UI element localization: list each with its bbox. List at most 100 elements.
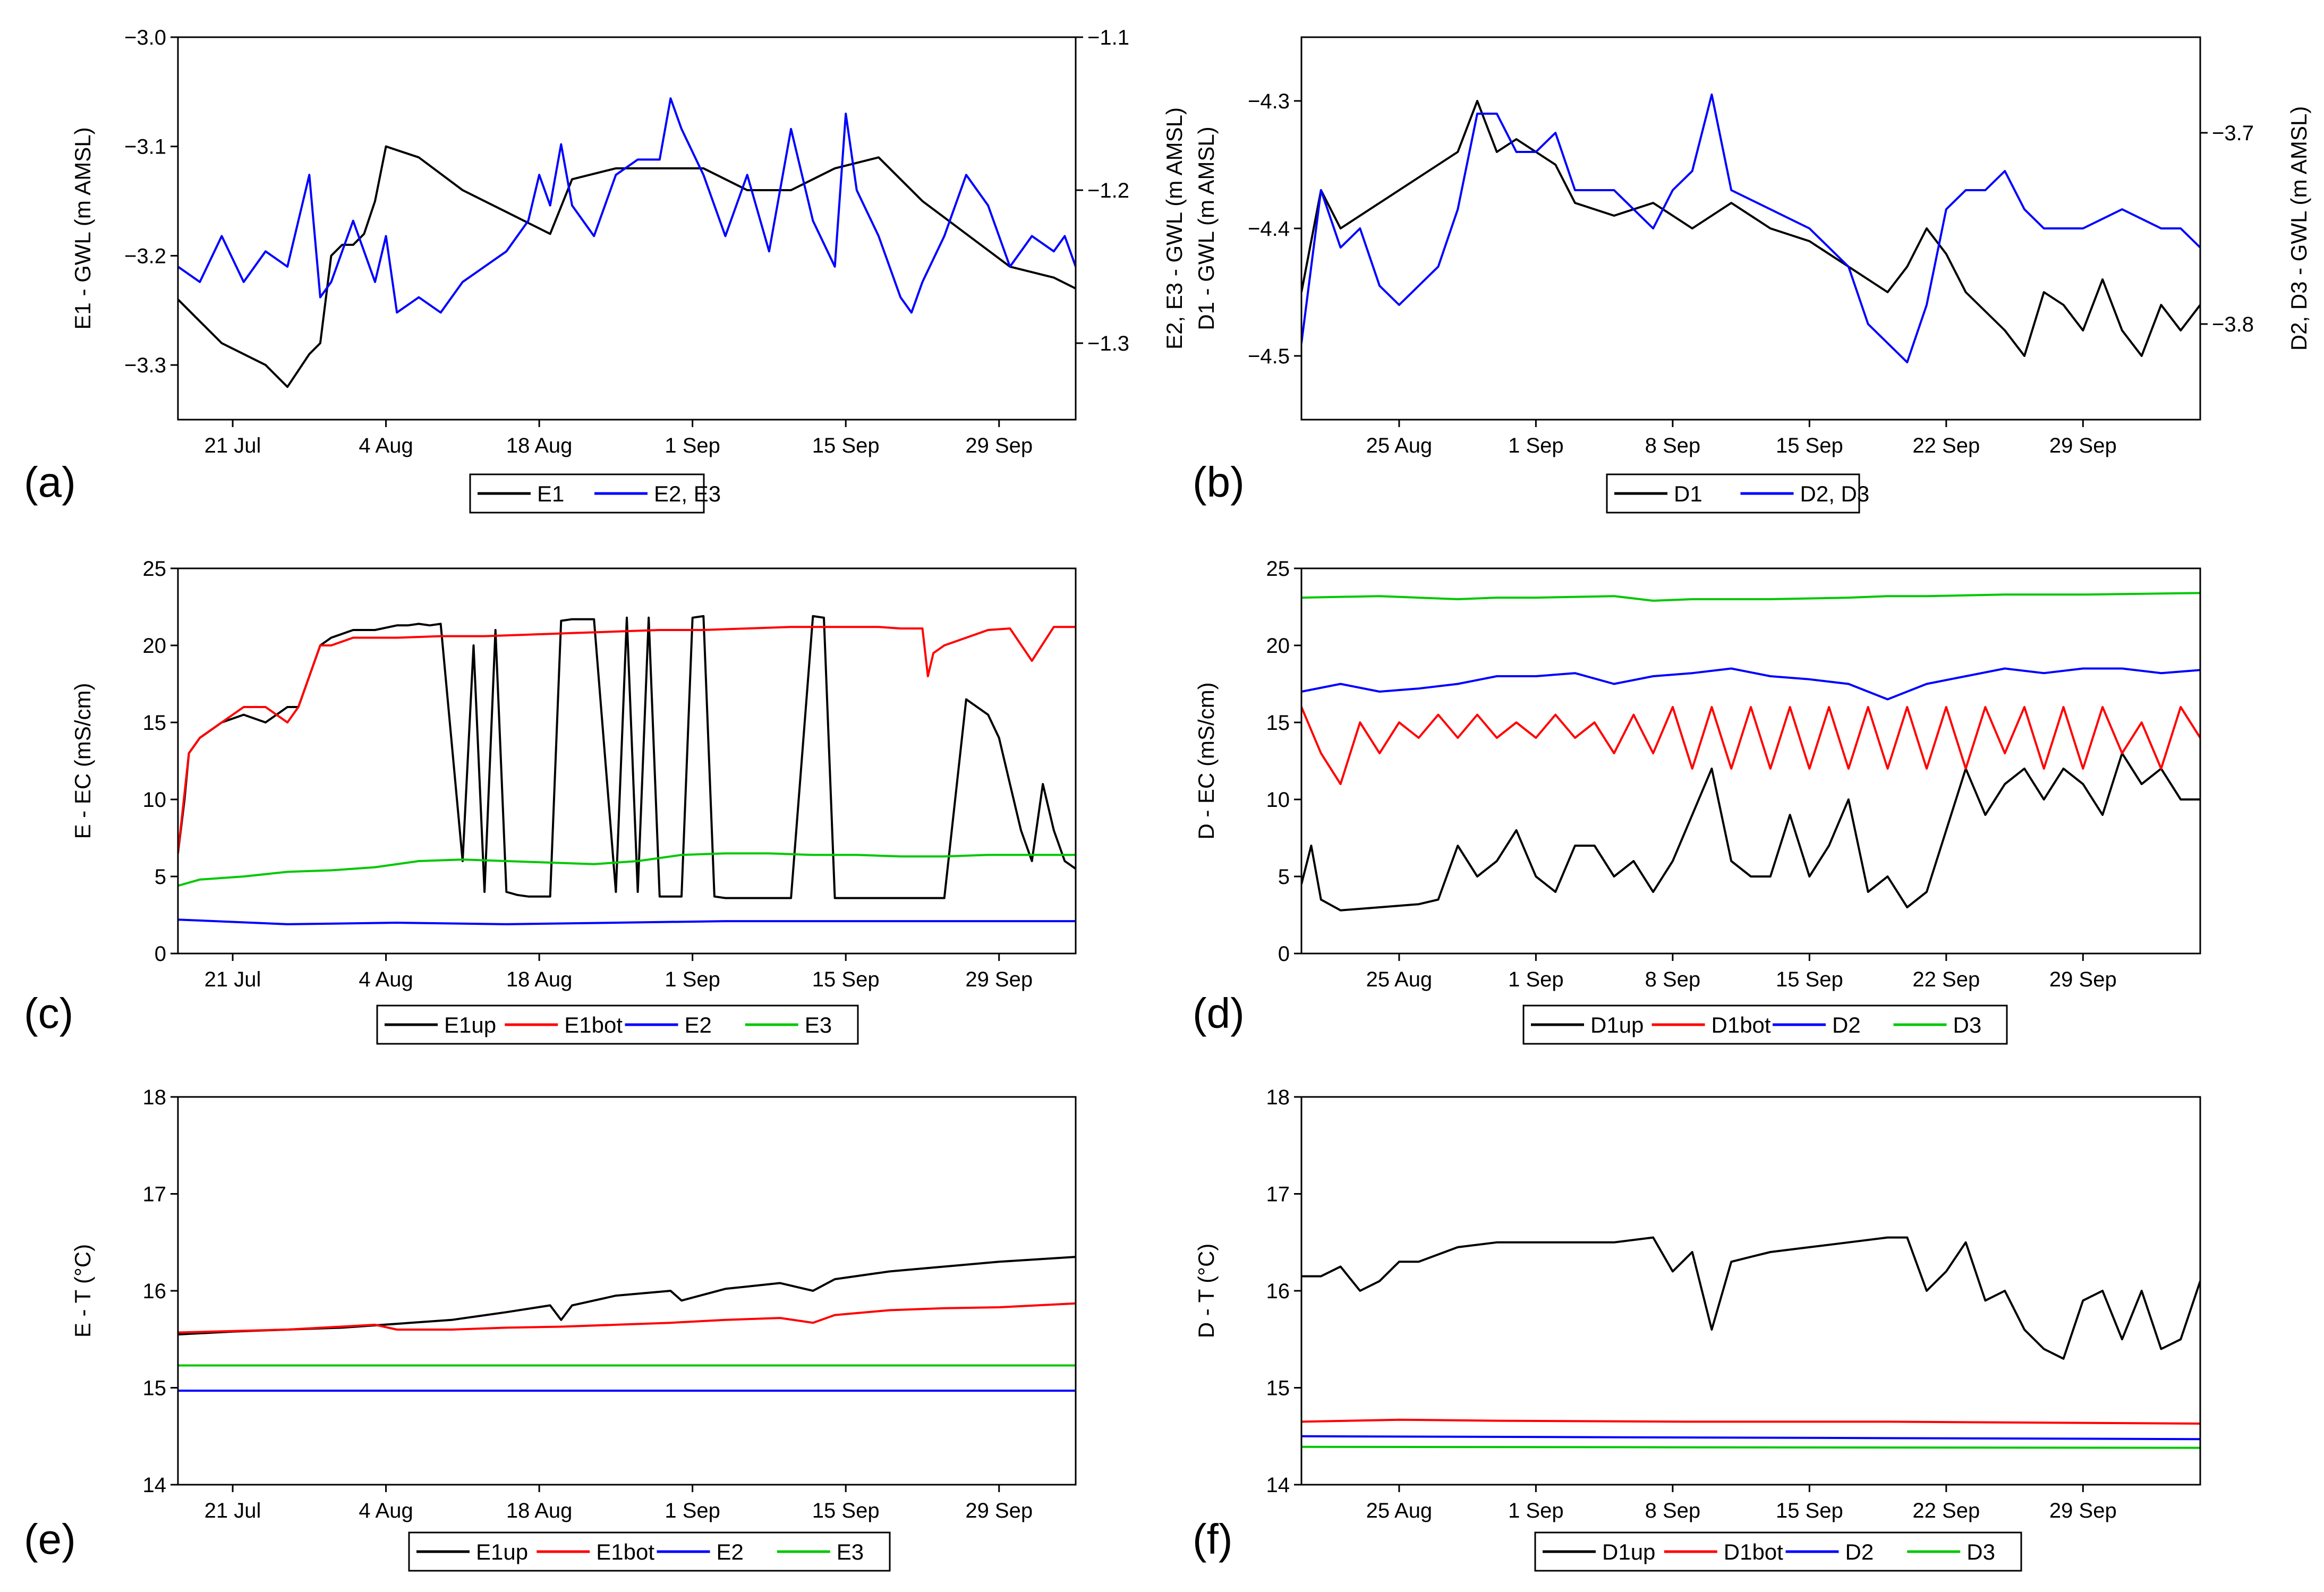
x-tick-label: 1 Sep [665,968,720,991]
x-tick-label: 29 Sep [965,434,1033,457]
x-tick-label: 22 Sep [1912,1499,1980,1522]
series-a-e2-e3 [178,97,1076,314]
y-tick-label: 0 [155,942,166,966]
y-tick-label: 15 [1266,1377,1290,1400]
series-c-e1up [178,615,1076,899]
x-tick-label: 25 Aug [1366,968,1433,991]
series-d-d1up [1301,752,2200,912]
x-tick-label: 8 Sep [1645,1499,1701,1522]
x-tick-label: 1 Sep [1508,1499,1564,1522]
y-tick-label: 15 [143,1377,167,1400]
x-tick-label: 1 Sep [665,434,720,457]
plot-frame-e [177,1096,1077,1486]
y-tick-label: −4.5 [1248,345,1290,368]
plot-area-d [1301,592,2200,912]
legend-a: E1 E2, E3 [469,473,721,514]
x-tick-label: 4 Aug [359,434,413,457]
y-tick-label: 20 [143,634,167,658]
legend-label: E1bot [596,1539,654,1564]
series-e-e1bot [178,1302,1076,1334]
series-f-d1up [1301,1236,2200,1360]
legend-f: D1up D1bot D2 D3 [1534,1531,2022,1572]
y-axis-title: D - EC (mS/cm) [1194,682,1219,839]
legend-label: E2 [717,1539,744,1564]
legend-label: E1up [476,1539,528,1564]
x-tick-label: 15 Sep [812,434,880,457]
plot-frame-c [177,567,1077,955]
y2-tick-label: −3.7 [2212,122,2254,145]
y-tick-label: 25 [143,557,167,581]
y-tick-label: 10 [143,788,167,812]
y-tick-label: 17 [143,1183,167,1206]
panel-label: (a) [24,458,76,506]
panel-c: 21 Jul 4 Aug 18 Aug 1 Sep 15 Sep 29 Sep 0 5 10 15… [24,557,1077,1045]
x-tick-label: 4 Aug [359,968,413,991]
legend-label: E1 [537,481,564,506]
y-tick-label: 0 [1278,942,1290,966]
legend-label: E3 [837,1539,864,1564]
x-tick-label: 8 Sep [1645,434,1701,457]
y-tick-label: 5 [155,865,166,889]
y-axis-title: E - T (°C) [70,1244,95,1338]
series-c-e3 [178,852,1076,887]
legend-label: E3 [805,1012,832,1037]
y-tick-label: −3.3 [124,354,166,377]
legend-label: D3 [1967,1539,1995,1564]
legend-label: E1bot [564,1012,623,1037]
y-tick-label: 18 [1266,1086,1290,1109]
x-tick-label: 21 Jul [205,434,261,457]
y-tick-label: 15 [143,711,167,735]
y-tick-label: 14 [1266,1474,1290,1497]
x-tick-label: 22 Sep [1912,434,1980,457]
legend-label: D3 [1953,1012,1982,1037]
series-c-e2 [178,918,1076,925]
y-tick-label: 14 [143,1474,167,1497]
y-tick-label: −4.3 [1248,90,1290,113]
y-axis-title: D - T (°C) [1194,1244,1219,1339]
plot-area-f [1301,1236,2200,1449]
legend-label: E2 [685,1012,712,1037]
x-tick-label: 18 Aug [506,434,573,457]
x-tick-label: 18 Aug [506,968,573,991]
x-tick-label: 8 Sep [1645,968,1701,991]
y-tick-label: 18 [143,1086,167,1109]
legend-b: D1 D2, D3 [1606,473,1870,514]
panel-a: 21 Jul 4 Aug 18 Aug 1 Sep 15 Sep 29 Sep −3.0 −3… [24,26,1187,514]
y-tick-label: −4.4 [1248,217,1290,241]
panel-label: (e) [24,1516,76,1563]
x-tick-label: 15 Sep [812,968,880,991]
series-f-d1bot [1301,1418,2200,1425]
plot-frame-f [1300,1096,2201,1486]
series-d-d2 [1301,667,2200,701]
series-b-d1 [1301,100,2200,357]
legend-label: D1bot [1712,1012,1771,1037]
y-axis-title: E1 - GWL (m AMSL) [70,127,95,329]
panel-e: 21 Jul 4 Aug 18 Aug 1 Sep 15 Sep 29 Sep 14 15 16… [24,1086,1077,1572]
plot-area-c [178,615,1076,925]
y2-tick-label: −3.8 [2212,313,2254,336]
legend-label: D2, D3 [1800,481,1870,506]
x-tick-label: 29 Sep [2049,968,2117,991]
legend-label: D1up [1602,1539,1655,1564]
y2-axis-title: D2, D3 - GWL (m AMSL) [2286,106,2311,351]
panel-f: 25 Aug 1 Sep 8 Sep 15 Sep 22 Sep 29 Sep 14 15 16… [1193,1086,2201,1572]
legend-d: D1up D1bot D2 D3 [1522,1004,2008,1045]
x-tick-label: 22 Sep [1912,968,1980,991]
legend-c: E1up E1bot E2 E3 [376,1004,859,1045]
x-tick-label: 25 Aug [1366,1499,1433,1522]
series-b-d2-d3 [1301,93,2200,363]
panel-label: (c) [24,990,73,1037]
x-tick-label: 29 Sep [2049,434,2117,457]
x-tick-label: 15 Sep [1776,968,1843,991]
y-tick-label: 16 [143,1280,167,1303]
x-tick-label: 1 Sep [1508,434,1564,457]
y-tick-label: 20 [1266,634,1290,658]
series-c-e1bot [178,626,1076,854]
plot-frame-d [1300,567,2201,955]
x-tick-label: 21 Jul [205,968,261,991]
panel-label: (d) [1193,990,1245,1037]
x-tick-label: 15 Sep [812,1499,880,1522]
plot-area-a [178,97,1076,388]
legend-label: D1 [1674,481,1702,506]
y-axis-title: D1 - GWL (m AMSL) [1194,126,1219,330]
